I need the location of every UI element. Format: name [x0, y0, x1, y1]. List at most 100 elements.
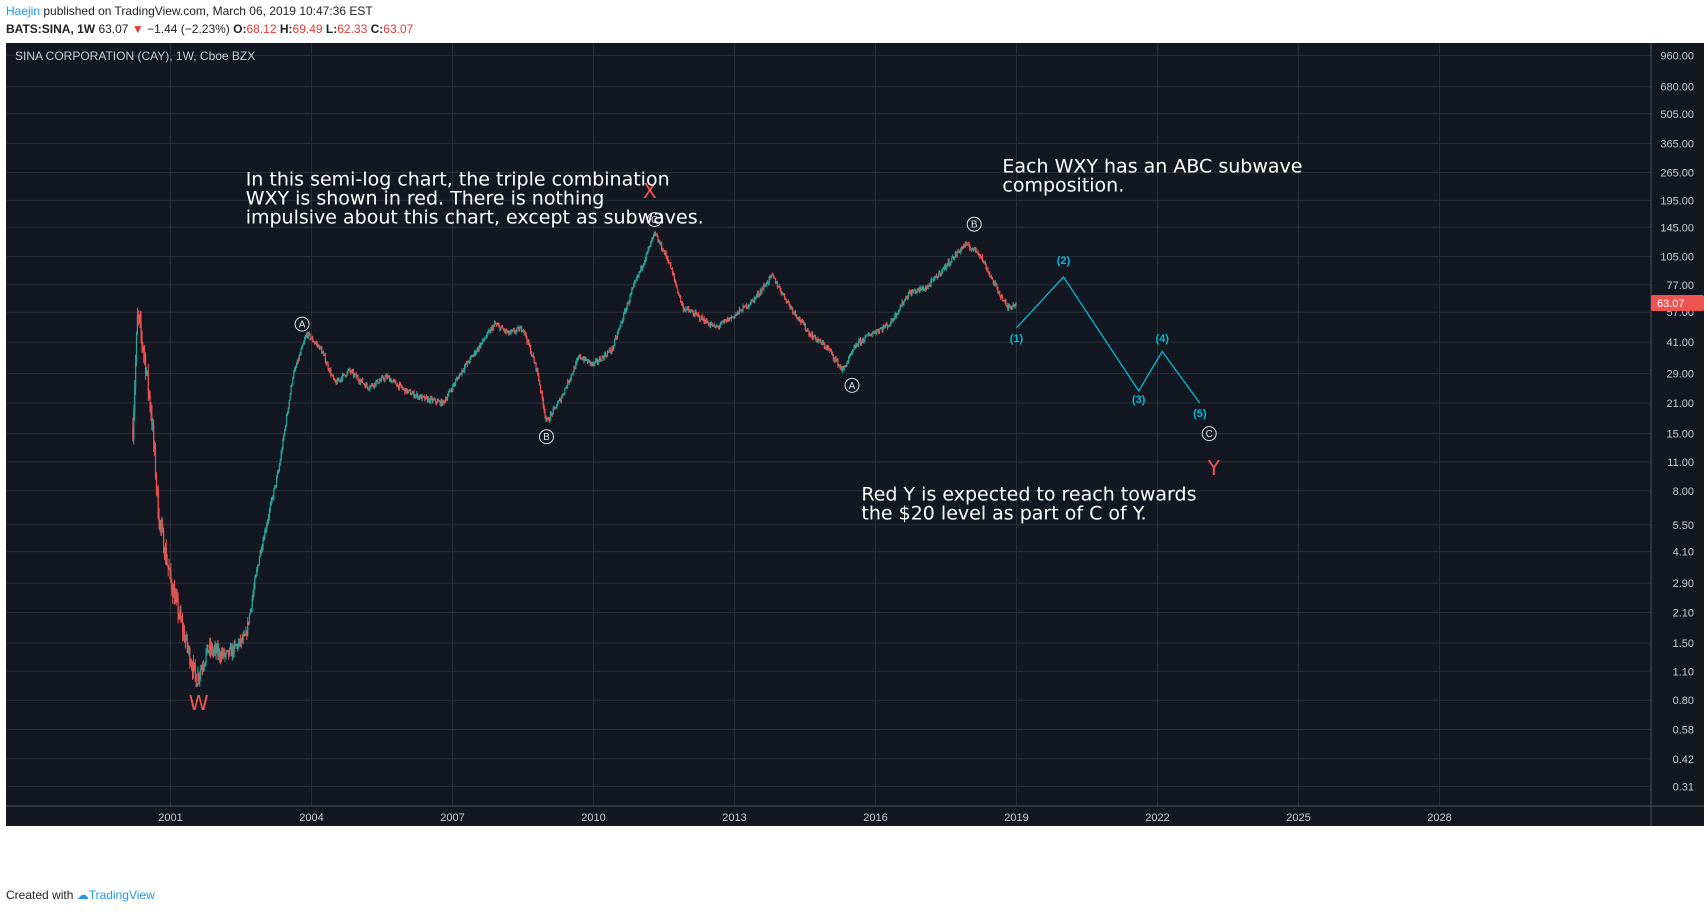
candle-body — [468, 361, 470, 363]
candle-body — [894, 313, 896, 320]
candle-body — [510, 330, 512, 334]
candle-body — [917, 288, 919, 290]
candle-body — [803, 323, 806, 326]
candle-body — [628, 300, 630, 305]
candle-body — [825, 347, 827, 349]
candle-body — [872, 332, 874, 334]
candle-body — [676, 285, 678, 289]
wave-label: B — [543, 432, 550, 443]
candle-body — [819, 339, 821, 341]
candle-body — [493, 322, 496, 326]
candle-body — [296, 359, 298, 365]
candle-body — [793, 312, 795, 314]
candle-body — [716, 326, 718, 328]
candle-body — [1007, 305, 1009, 309]
candle-body — [772, 273, 774, 276]
candle-body — [941, 271, 943, 274]
time-axis[interactable] — [6, 806, 1704, 826]
candle-body — [513, 329, 515, 333]
candle-body — [762, 288, 764, 290]
candle-body — [508, 330, 510, 335]
y-tick-label: 15.00 — [1666, 429, 1694, 441]
candle-body — [494, 322, 496, 324]
candle-body — [911, 290, 913, 296]
candle-body — [419, 395, 421, 399]
candle-body — [708, 322, 710, 325]
candle-body — [439, 400, 441, 405]
candle-body — [548, 419, 551, 421]
candle-body — [187, 647, 189, 650]
candle-body — [922, 287, 924, 290]
candle-body — [352, 371, 355, 376]
wave-label: (3) — [1132, 394, 1146, 406]
candle-body — [379, 380, 382, 382]
x-tick-label: 2016 — [863, 812, 887, 824]
candle-body — [276, 472, 279, 478]
candle-body — [629, 295, 631, 301]
plot-area[interactable] — [6, 43, 1651, 806]
candle-body — [734, 315, 736, 318]
candle-body — [586, 359, 588, 361]
candle-body — [332, 375, 335, 379]
candle-body — [529, 344, 531, 347]
price-axis[interactable] — [1651, 43, 1704, 806]
candle-body — [380, 377, 383, 381]
candle-body — [636, 275, 638, 280]
candle-body — [289, 394, 291, 401]
svg-text:63.07: 63.07 — [1657, 298, 1685, 310]
candle-body — [670, 262, 672, 269]
candle-body — [474, 351, 477, 354]
candle-body — [576, 358, 579, 361]
y-tick-label: 1.10 — [1673, 666, 1694, 678]
wave-projection — [1016, 275, 1201, 404]
candle-body — [674, 279, 676, 283]
candle-body — [356, 376, 358, 378]
candle-body — [556, 405, 558, 409]
candle-body — [427, 398, 430, 402]
y-tick-label: 41.00 — [1666, 337, 1694, 349]
candle-body — [679, 295, 681, 297]
price-chart[interactable]: W X Y A B C A B C (1) (2) (3) (4) (5) In this semi-lo… — [0, 42, 1706, 876]
candle-body — [576, 360, 578, 363]
candle-body — [563, 393, 565, 395]
candle-body — [234, 643, 236, 645]
candle-body — [409, 390, 411, 395]
candle-body — [1010, 307, 1013, 309]
candle-body — [943, 265, 946, 269]
candle-body — [573, 367, 575, 373]
candle-body — [615, 337, 618, 339]
candle-body — [182, 630, 185, 633]
candle-body — [686, 307, 688, 310]
candle-body — [247, 621, 249, 636]
candle-body — [263, 539, 265, 541]
candle-body — [164, 548, 167, 558]
candle-body — [378, 382, 380, 384]
candle-body — [981, 256, 983, 258]
candle-body — [985, 264, 987, 270]
candle-body — [827, 347, 829, 349]
candle-body — [751, 299, 753, 301]
candle-body — [391, 380, 393, 383]
tradingview-link[interactable]: TradingView — [88, 888, 155, 902]
candle-body — [276, 477, 278, 486]
candle-body — [540, 391, 543, 393]
candle-body — [162, 525, 164, 531]
author-link[interactable]: Haejin — [6, 4, 41, 18]
candle-body — [977, 252, 979, 254]
candle-body — [521, 330, 524, 332]
candle-body — [369, 387, 371, 390]
candle-body — [821, 342, 823, 345]
candle-body — [490, 328, 492, 333]
candle-body — [343, 373, 345, 376]
candle-body — [887, 325, 890, 328]
candle-body — [736, 311, 739, 314]
candle-body — [503, 329, 505, 332]
candle-body — [522, 330, 524, 332]
candle-body — [693, 314, 695, 317]
candle-body — [946, 264, 948, 266]
candle-body — [924, 289, 926, 291]
candle-body — [798, 317, 800, 320]
candle-body — [337, 378, 339, 381]
y-tick-label: 2.90 — [1673, 578, 1694, 590]
candle-body — [1006, 305, 1008, 307]
